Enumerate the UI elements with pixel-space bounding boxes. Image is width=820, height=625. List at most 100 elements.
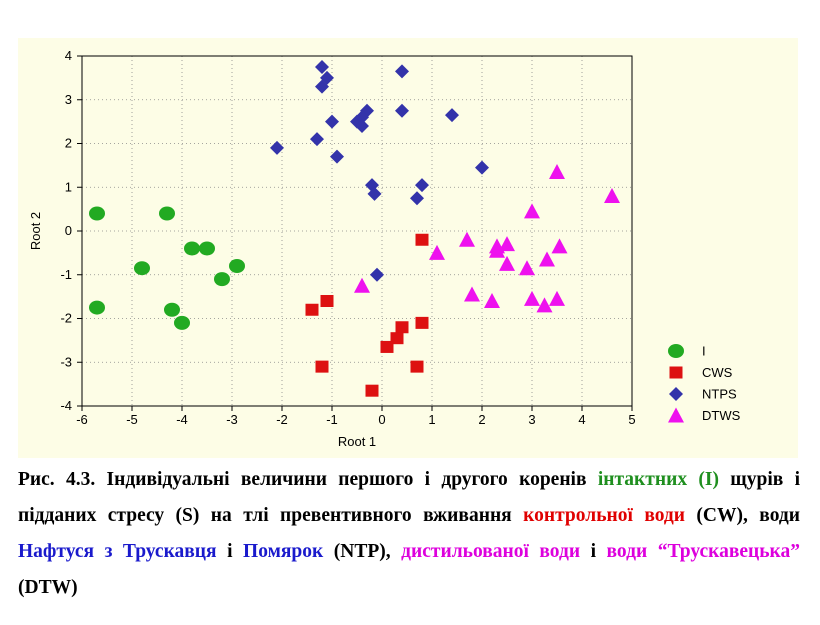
data-point-i: [229, 259, 245, 273]
data-point-dtws: [524, 290, 540, 306]
plot-frame: [81, 55, 633, 407]
y-tick-label: -2: [60, 311, 72, 326]
caption-segment: (DTW): [18, 577, 78, 598]
tick-layer: -6 -5 -4 -3 -2 -1 0 1 2 3 4 5 -4 -3 -2 -1 0 1 2 3 4: [60, 48, 635, 427]
legend-marker-ntps: [669, 387, 683, 401]
legend-marker-cws: [669, 366, 683, 379]
data-point-dtws: [354, 277, 370, 293]
data-point-dtws: [464, 286, 480, 302]
data-point-dtws: [604, 188, 620, 203]
data-point-dtws: [551, 238, 568, 254]
data-point-ntps: [325, 114, 339, 129]
data-point-ntps: [270, 140, 284, 155]
caption-segment: і: [216, 541, 244, 562]
data-point-i: [199, 241, 215, 256]
data-point-ntps: [395, 64, 409, 79]
data-point-i: [174, 315, 190, 330]
grid-layer: [82, 56, 632, 406]
y-tick-label: -4: [60, 398, 72, 413]
caption-segment: щурів і підданих стресу (S) на тлі преве…: [18, 469, 800, 526]
caption-segment: інтактних (І): [597, 469, 719, 490]
series-dtws: [354, 163, 620, 313]
data-point-ntps: [315, 79, 329, 94]
series-ntps: [270, 59, 489, 282]
data-point-dtws: [539, 251, 555, 267]
x-tick-label: -4: [176, 412, 188, 427]
data-point-cws: [395, 321, 409, 334]
data-point-cws: [365, 384, 379, 397]
series-i: [89, 206, 245, 330]
y-tick-label: 3: [65, 92, 72, 107]
data-point-ntps: [355, 119, 369, 133]
caption-segment: Помярок: [243, 541, 324, 562]
caption-segment: контрольної води: [523, 505, 686, 526]
data-point-ntps: [367, 186, 382, 201]
point-layer: [89, 59, 620, 397]
data-point-ntps: [445, 108, 459, 123]
x-tick-label: 1: [428, 412, 435, 427]
y-tick-label: 1: [65, 179, 72, 194]
caption-segment: і: [580, 541, 607, 562]
x-tick-label: 5: [628, 412, 635, 427]
figure-caption: Рис. 4.3. Індивідуальні величини першого…: [18, 462, 800, 606]
data-point-ntps: [330, 149, 344, 164]
data-point-cws: [315, 360, 329, 373]
caption-segment: води “Трускавецька”: [606, 541, 800, 562]
data-point-cws: [410, 360, 424, 373]
x-tick-label: -5: [126, 412, 138, 427]
y-tick-label: -1: [60, 267, 72, 282]
data-point-ntps: [410, 191, 424, 206]
caption-segment: (NTP),: [323, 541, 402, 562]
data-point-i: [159, 206, 175, 221]
data-point-cws: [390, 332, 404, 345]
data-point-cws: [320, 295, 334, 307]
legend-label-dtws: DTWS: [702, 408, 741, 423]
data-point-cws: [305, 303, 319, 316]
x-tick-label: -1: [326, 412, 338, 427]
y-tick-label: 4: [65, 48, 72, 63]
data-point-dtws: [524, 203, 540, 219]
series-cws: [305, 233, 429, 397]
legend-label-cws: CWS: [702, 365, 733, 380]
data-point-ntps: [395, 103, 409, 118]
x-tick-label: -3: [226, 412, 238, 427]
data-point-i: [134, 261, 150, 276]
x-tick-label: 4: [578, 412, 585, 427]
data-point-dtws: [549, 163, 565, 179]
legend-marker-i: [668, 344, 684, 358]
data-point-dtws: [459, 231, 475, 247]
y-tick-label: 0: [65, 223, 72, 238]
y-tick-label: -3: [60, 354, 72, 369]
x-axis-title: Root 1: [338, 434, 376, 449]
data-point-dtws: [519, 260, 535, 276]
data-point-i: [184, 241, 200, 256]
data-point-i: [89, 206, 105, 221]
data-point-i: [164, 302, 180, 317]
figure-panel: -6 -5 -4 -3 -2 -1 0 1 2 3 4 5 -4 -3 -2 -1 0 1 2 3 4 Root 1 R…: [18, 38, 798, 458]
data-point-ntps: [315, 59, 329, 74]
y-tick-label: 2: [65, 136, 72, 151]
data-point-dtws: [429, 244, 445, 260]
legend-marker-dtws: [668, 407, 684, 423]
data-point-cws: [380, 340, 394, 353]
x-tick-label: -2: [276, 412, 288, 427]
x-tick-label: 0: [378, 412, 385, 427]
data-point-dtws: [484, 293, 500, 308]
data-point-dtws: [499, 255, 515, 271]
caption-segment: дистильованої води: [401, 541, 581, 562]
data-point-ntps: [415, 178, 429, 193]
x-tick-label: -6: [76, 412, 88, 427]
legend-label-ntps: NTPS: [702, 387, 737, 402]
scatter-chart: -6 -5 -4 -3 -2 -1 0 1 2 3 4 5 -4 -3 -2 -1 0 1 2 3 4 Root 1 R…: [28, 48, 741, 449]
data-point-i: [214, 272, 230, 287]
data-point-ntps: [370, 267, 384, 282]
y-axis-title: Root 2: [28, 212, 43, 250]
data-point-dtws: [549, 290, 565, 306]
caption-segment: Нафтуся з Трускавця: [18, 541, 217, 562]
data-point-dtws: [536, 297, 553, 313]
data-point-dtws: [489, 242, 505, 258]
legend-label-i: I: [702, 344, 706, 359]
data-point-i: [89, 300, 105, 315]
x-tick-label: 2: [478, 412, 485, 427]
data-point-cws: [415, 233, 429, 246]
